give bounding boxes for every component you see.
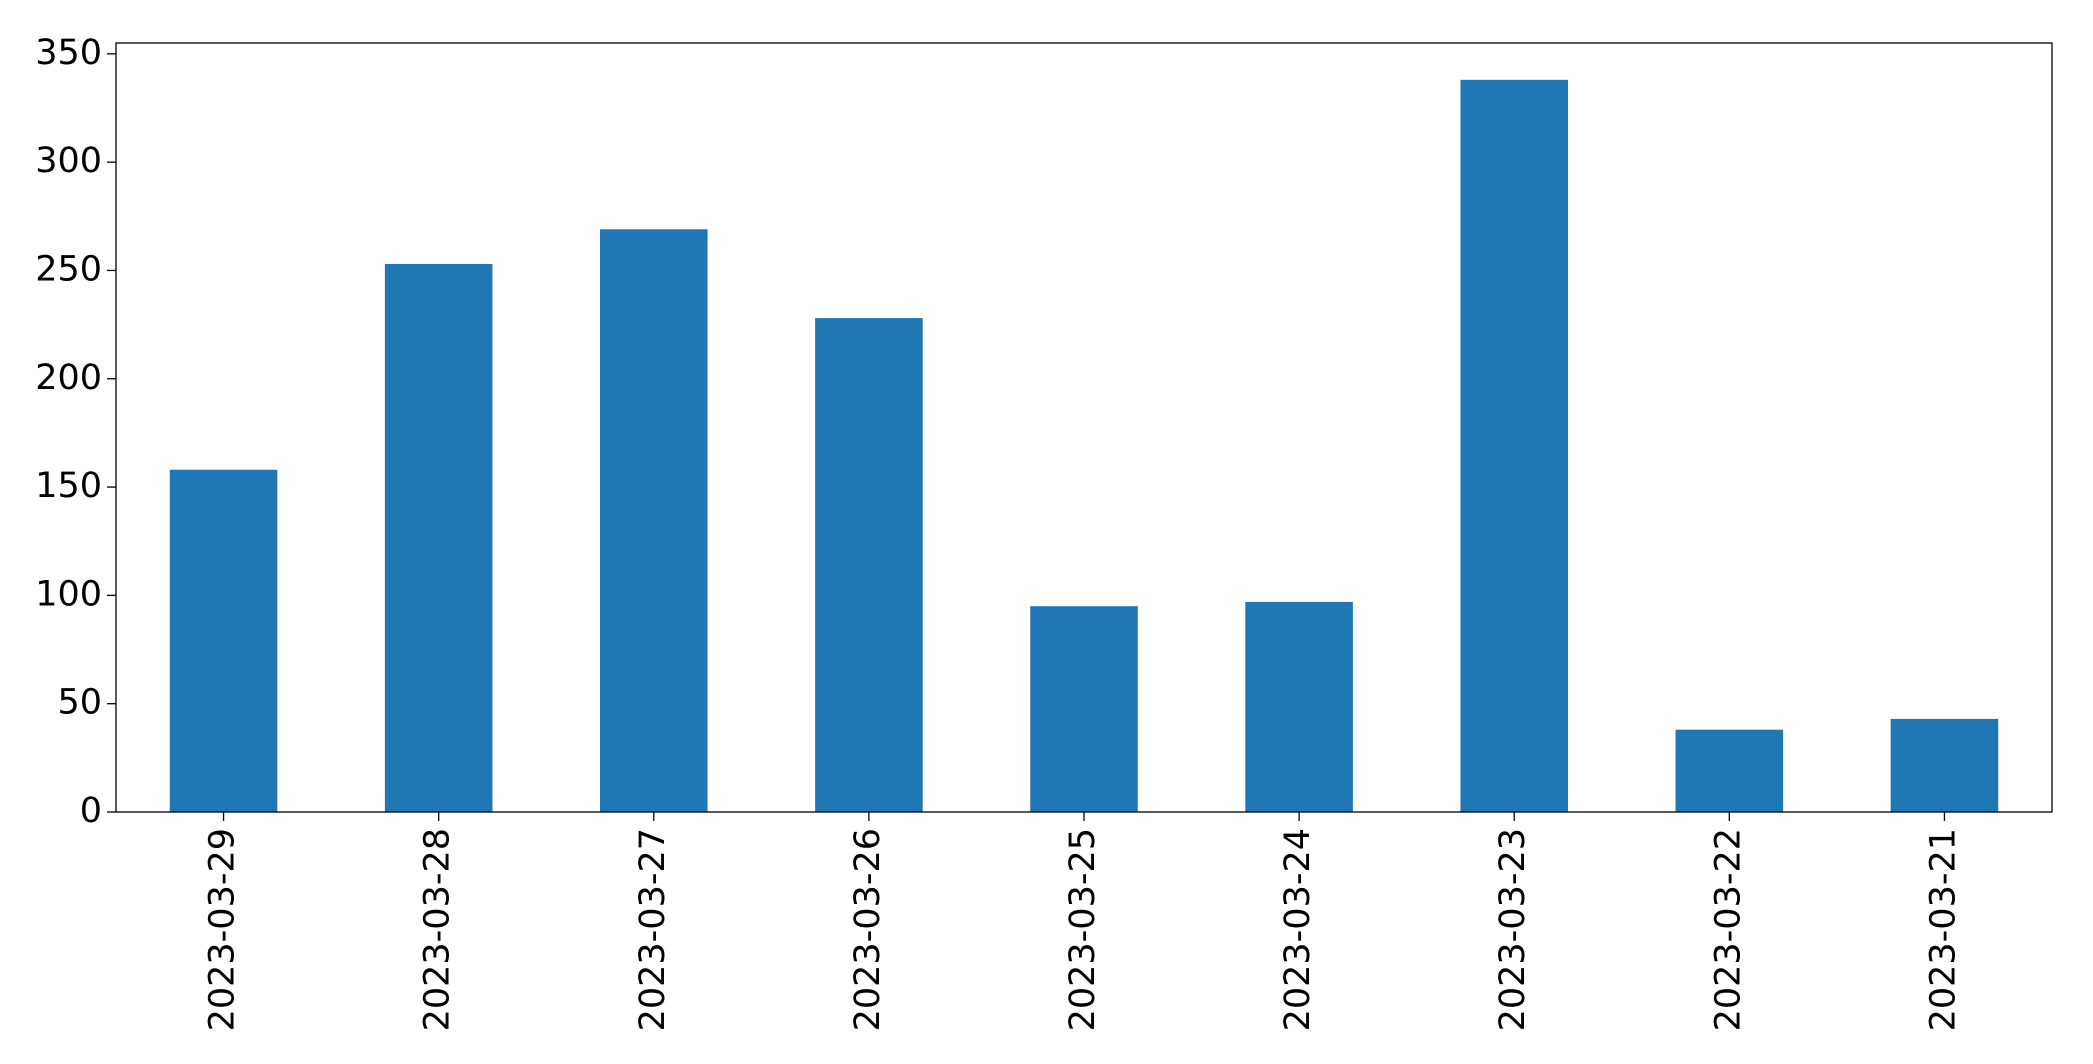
plot-frame xyxy=(115,42,2053,813)
bar xyxy=(384,263,493,812)
x-tick-label: 2023-03-27 xyxy=(633,828,673,1031)
bar xyxy=(600,229,708,812)
y-tick-label: 350 xyxy=(35,33,102,73)
y-tick-label: 150 xyxy=(35,466,102,506)
bar xyxy=(1245,601,1353,812)
y-tick-label: 300 xyxy=(35,141,102,181)
x-tick-label: 2023-03-29 xyxy=(203,828,243,1031)
bar xyxy=(1675,729,1784,812)
x-tick-label: 2023-03-28 xyxy=(418,828,458,1031)
y-tick-label: 50 xyxy=(57,683,102,723)
bar xyxy=(1460,79,1568,812)
x-tick-label: 2023-03-21 xyxy=(1923,828,1963,1031)
y-tick-label: 250 xyxy=(35,249,102,289)
x-tick-label: 2023-03-26 xyxy=(848,828,888,1031)
y-tick-label: 0 xyxy=(80,791,102,831)
y-tick-label: 100 xyxy=(35,574,102,614)
x-tick-label: 2023-03-25 xyxy=(1063,828,1103,1031)
bar xyxy=(169,469,278,812)
bar xyxy=(1890,718,1999,812)
x-tick-label: 2023-03-23 xyxy=(1493,828,1533,1031)
y-tick-label: 200 xyxy=(35,358,102,398)
x-tick-label: 2023-03-22 xyxy=(1708,828,1748,1031)
x-tick-label: 2023-03-24 xyxy=(1278,828,1318,1031)
bar xyxy=(1030,606,1138,812)
bar xyxy=(815,318,923,812)
